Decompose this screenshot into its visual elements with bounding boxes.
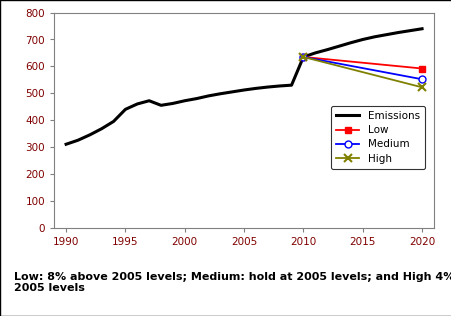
Emissions <box>265 85 270 89</box>
Emissions <box>87 133 92 137</box>
Line: High: High <box>299 53 425 91</box>
Text: Low: 8% above 2005 levels; Medium: hold at 2005 levels; and High 4% below
2005 l: Low: 8% above 2005 levels; Medium: hold … <box>14 272 451 293</box>
Line: Medium: Medium <box>299 53 424 83</box>
Emissions <box>419 27 424 31</box>
Emissions <box>217 92 223 96</box>
Emissions <box>134 102 140 106</box>
Emissions <box>123 107 128 111</box>
Emissions <box>300 55 305 59</box>
High <box>419 85 424 89</box>
Emissions <box>158 103 163 107</box>
Medium <box>419 77 424 81</box>
Emissions <box>324 48 329 52</box>
Emissions <box>229 90 235 94</box>
Emissions <box>241 88 246 92</box>
Emissions <box>146 99 152 103</box>
Emissions <box>75 138 81 142</box>
Emissions <box>407 29 412 33</box>
Emissions <box>170 101 175 105</box>
Emissions <box>312 51 318 55</box>
Line: Low: Low <box>299 53 424 72</box>
Low <box>419 67 424 70</box>
Emissions <box>347 41 353 45</box>
Legend: Emissions, Low, Medium, High: Emissions, Low, Medium, High <box>331 106 424 169</box>
Emissions <box>205 94 211 98</box>
Emissions <box>253 87 258 90</box>
Line: Emissions: Emissions <box>66 29 421 144</box>
Emissions <box>182 99 187 103</box>
Emissions <box>371 35 377 39</box>
Emissions <box>359 38 365 41</box>
Emissions <box>395 31 400 34</box>
Emissions <box>193 97 199 100</box>
Emissions <box>63 142 69 146</box>
Emissions <box>276 84 282 88</box>
High <box>300 55 305 59</box>
Emissions <box>383 33 388 37</box>
Emissions <box>336 44 341 48</box>
Low <box>300 55 305 59</box>
Emissions <box>288 83 294 87</box>
Medium <box>300 55 305 59</box>
Emissions <box>99 127 104 131</box>
Emissions <box>110 119 116 123</box>
